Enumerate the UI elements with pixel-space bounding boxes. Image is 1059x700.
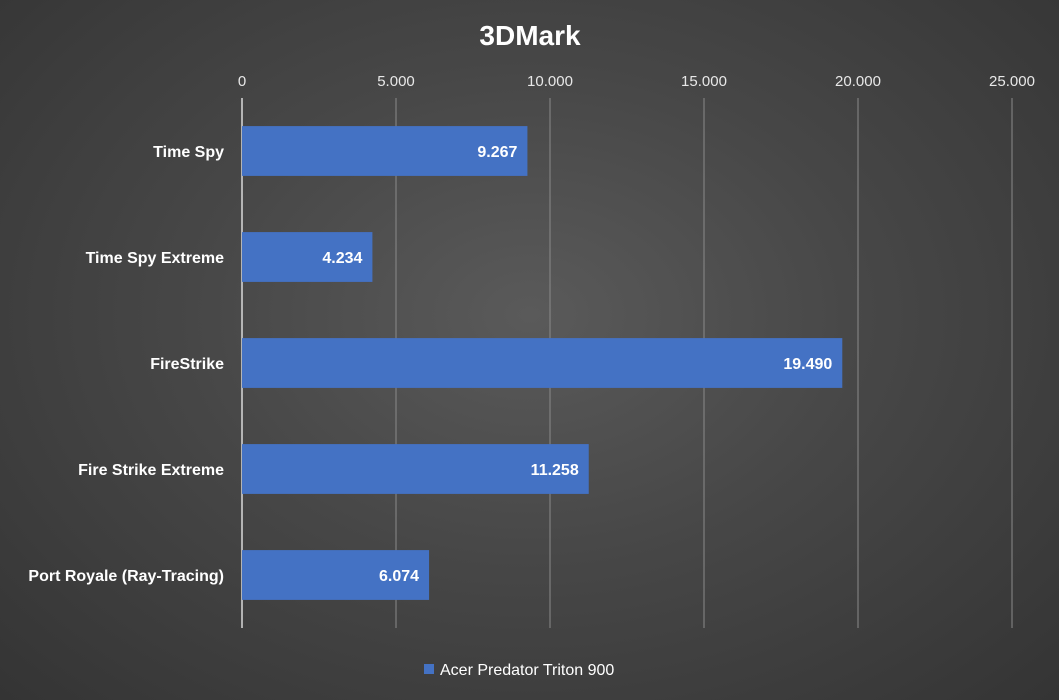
bar bbox=[242, 232, 373, 282]
category-label: Port Royale (Ray-Tracing) bbox=[28, 568, 224, 585]
x-tick-label: 15.000 bbox=[681, 73, 727, 90]
legend: Acer Predator Triton 900 bbox=[424, 662, 614, 679]
bar bbox=[242, 550, 430, 600]
category-label: FireStrike bbox=[150, 356, 224, 373]
bar-data-label: 6.074 bbox=[379, 568, 419, 585]
x-tick-label: 25.000 bbox=[989, 73, 1035, 90]
bar bbox=[242, 444, 589, 494]
bar bbox=[242, 338, 843, 388]
bar-data-label: 9.267 bbox=[477, 144, 517, 161]
category-labels: Time Spy Time Spy Extreme FireStrike Fire S… bbox=[28, 144, 224, 585]
category-label: Fire Strike Extreme bbox=[78, 462, 224, 479]
x-tick-label: 10.000 bbox=[527, 73, 573, 90]
category-label: Time Spy bbox=[153, 144, 224, 161]
x-tick-label: 0 bbox=[238, 73, 246, 90]
legend-swatch bbox=[424, 664, 434, 674]
bar-data-label: 11.258 bbox=[531, 462, 579, 479]
bar bbox=[242, 126, 528, 176]
bar-data-label: 19.490 bbox=[783, 356, 832, 373]
legend-label: Acer Predator Triton 900 bbox=[440, 662, 614, 679]
chart-title: 3DMark bbox=[479, 20, 581, 51]
bar-data-label: 4.234 bbox=[322, 250, 362, 267]
x-tick-label: 5.000 bbox=[377, 73, 415, 90]
category-label: Time Spy Extreme bbox=[86, 250, 225, 267]
bars: 9.267 4.234 19.490 11.258 6.074 bbox=[242, 126, 843, 600]
x-axis-ticks: 0 5.000 10.000 15.000 20.000 25.000 bbox=[238, 73, 1035, 90]
x-tick-label: 20.000 bbox=[835, 73, 881, 90]
